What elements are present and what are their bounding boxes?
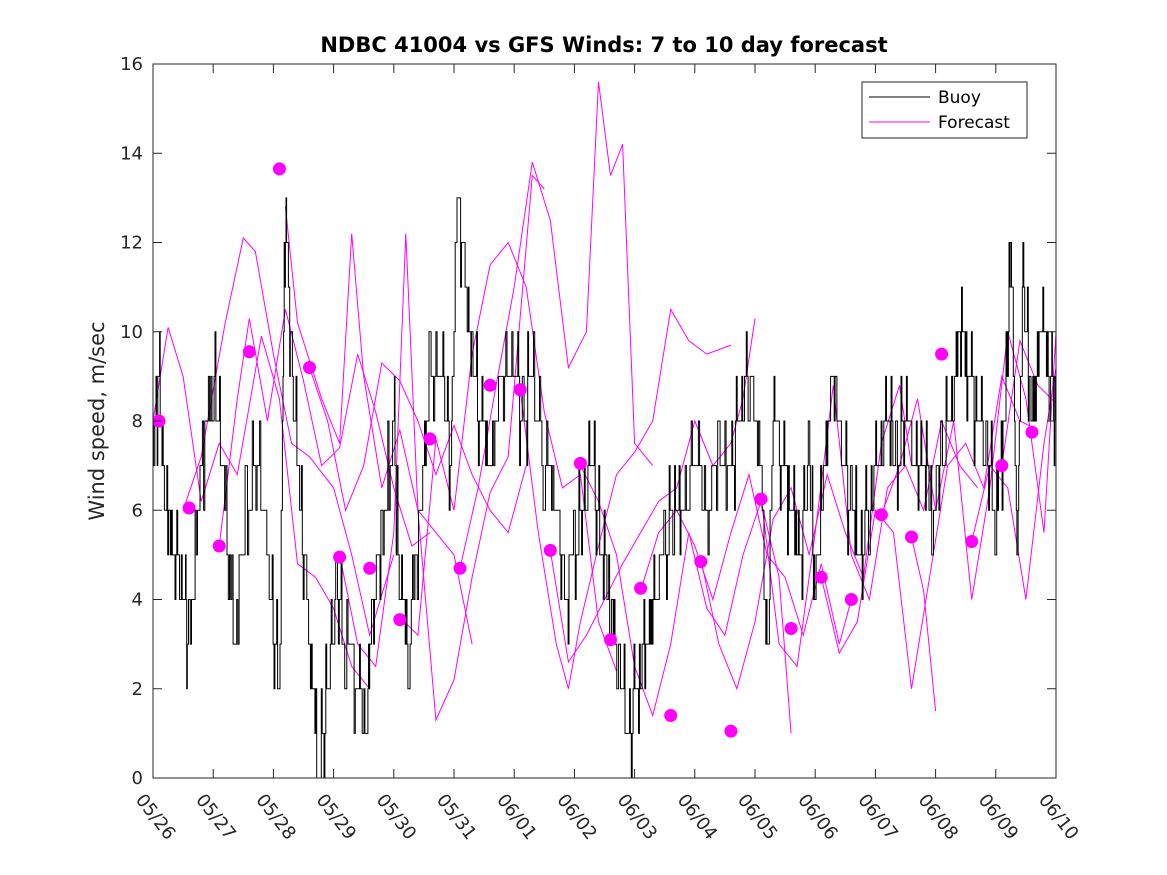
forecast-line-2 <box>218 309 431 547</box>
forecast-dot-16 <box>634 581 648 595</box>
forecast-dot-1 <box>182 501 196 515</box>
y-tick-label-7: 14 <box>120 143 143 164</box>
forecast-dot-20 <box>754 492 768 506</box>
forecast-line-0 <box>152 327 371 690</box>
forecast-dot-7 <box>363 561 377 575</box>
legend: Buoy Forecast <box>861 81 1028 139</box>
y-axis-label: Wind speed, m/sec <box>85 321 109 520</box>
forecast-dot-12 <box>513 383 527 397</box>
forecast-line-3 <box>284 206 473 645</box>
forecast-lines <box>152 81 1057 734</box>
forecast-dot-22 <box>814 570 828 584</box>
forecast-line-18 <box>1001 338 1057 466</box>
forecast-dot-9 <box>423 432 437 446</box>
forecast-line-8 <box>519 307 732 689</box>
forecast-dot-8 <box>393 613 407 627</box>
forecast-dot-14 <box>573 456 587 470</box>
forecast-dot-13 <box>543 543 557 557</box>
forecast-line-5 <box>339 174 545 722</box>
forecast-dot-28 <box>995 459 1009 473</box>
forecast-dot-21 <box>784 622 798 635</box>
forecast-dot-5 <box>303 361 316 374</box>
forecast-dot-11 <box>483 378 497 392</box>
y-tick-label-2: 4 <box>132 590 143 611</box>
forecast-line-14 <box>820 374 1039 689</box>
forecast-dot-23 <box>844 593 858 606</box>
forecast-dot-2 <box>212 539 226 553</box>
y-tick-label-6: 12 <box>120 233 143 254</box>
buoy-series <box>153 197 1056 779</box>
legend-buoy-label: Buoy <box>938 88 981 108</box>
forecast-line-1 <box>182 236 395 638</box>
forecast-dot-19 <box>724 724 738 738</box>
buoy-line <box>153 197 1056 779</box>
forecast-dot-17 <box>664 709 678 722</box>
forecast-dot-10 <box>453 561 467 575</box>
y-tick-label-3: 6 <box>132 500 143 521</box>
y-tick-label-4: 8 <box>132 411 143 432</box>
forecast-dot-4 <box>272 162 286 176</box>
legend-forecast-label: Forecast <box>938 113 1010 133</box>
forecast-dot-27 <box>965 535 979 548</box>
forecast-dot-18 <box>694 555 708 569</box>
forecast-dot-15 <box>604 633 617 647</box>
forecast-dot-3 <box>242 345 256 359</box>
chart-title: NDBC 41004 vs GFS Winds: 7 to 10 day for… <box>320 33 887 57</box>
legend-box <box>861 81 1028 139</box>
y-tick-label-0: 0 <box>132 768 143 789</box>
forecast-dot-25 <box>905 530 918 544</box>
y-tick-label-8: 16 <box>120 54 143 75</box>
forecast-dot-29 <box>1025 425 1039 439</box>
y-tick-label-5: 10 <box>120 322 143 343</box>
forecast-dot-24 <box>874 508 888 522</box>
forecast-line-9 <box>549 318 756 664</box>
forecast-line-4 <box>309 361 527 534</box>
y-axis-ticks: 0 2 4 6 8 10 12 14 16 <box>120 54 1056 789</box>
forecast-dot-26 <box>935 347 949 361</box>
forecast-dot-6 <box>333 550 347 564</box>
y-tick-label-1: 2 <box>132 679 143 700</box>
forecast-dots <box>152 162 1039 738</box>
forecast-line-16 <box>911 536 937 712</box>
